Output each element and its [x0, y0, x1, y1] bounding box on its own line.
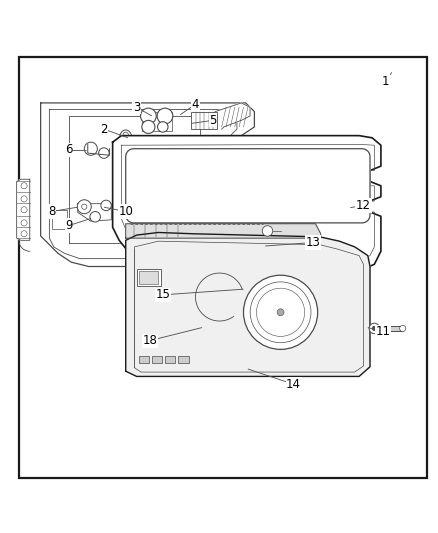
Text: 13: 13 [305, 236, 320, 249]
Circle shape [157, 122, 168, 132]
Text: 15: 15 [155, 288, 170, 301]
Bar [191, 111, 217, 129]
Polygon shape [113, 135, 380, 277]
Circle shape [131, 240, 137, 245]
Circle shape [90, 212, 100, 222]
Bar [165, 357, 175, 364]
Circle shape [21, 183, 27, 189]
Text: 11: 11 [375, 326, 390, 338]
Circle shape [203, 191, 213, 202]
Circle shape [140, 108, 156, 124]
Circle shape [250, 282, 310, 343]
Circle shape [203, 165, 213, 176]
Circle shape [256, 288, 304, 336]
Circle shape [276, 309, 283, 316]
Text: 6: 6 [65, 143, 73, 156]
Circle shape [399, 325, 405, 332]
Circle shape [261, 225, 272, 236]
Circle shape [371, 326, 376, 330]
Circle shape [203, 217, 213, 228]
Circle shape [99, 148, 109, 158]
Circle shape [123, 132, 128, 138]
Circle shape [21, 220, 27, 226]
Bar [138, 271, 158, 284]
Bar [380, 326, 402, 331]
Text: 1: 1 [381, 75, 388, 87]
Circle shape [21, 196, 27, 202]
Bar [136, 269, 160, 286]
Text: 8: 8 [48, 205, 55, 218]
Circle shape [377, 325, 383, 332]
Polygon shape [125, 224, 320, 238]
Polygon shape [125, 149, 369, 223]
Circle shape [157, 108, 173, 124]
Polygon shape [125, 232, 369, 376]
Circle shape [81, 204, 87, 209]
Text: 9: 9 [65, 219, 73, 232]
Polygon shape [215, 103, 250, 129]
Bar [51, 210, 67, 229]
Text: 14: 14 [286, 378, 300, 391]
Text: 18: 18 [142, 334, 157, 347]
Bar [152, 357, 162, 364]
Text: 10: 10 [118, 205, 133, 218]
Circle shape [21, 231, 27, 237]
Circle shape [141, 120, 155, 133]
Circle shape [84, 142, 97, 155]
Text: 12: 12 [355, 199, 370, 212]
Bar [178, 357, 188, 364]
Circle shape [368, 323, 379, 334]
Circle shape [21, 207, 27, 213]
Circle shape [243, 275, 317, 350]
Polygon shape [41, 103, 254, 266]
Polygon shape [17, 179, 30, 240]
Circle shape [101, 200, 111, 211]
Text: 5: 5 [209, 114, 216, 127]
Text: 4: 4 [191, 98, 199, 111]
Circle shape [77, 200, 91, 214]
Text: 3: 3 [133, 101, 140, 114]
Bar [138, 357, 149, 364]
Text: 2: 2 [100, 123, 107, 135]
